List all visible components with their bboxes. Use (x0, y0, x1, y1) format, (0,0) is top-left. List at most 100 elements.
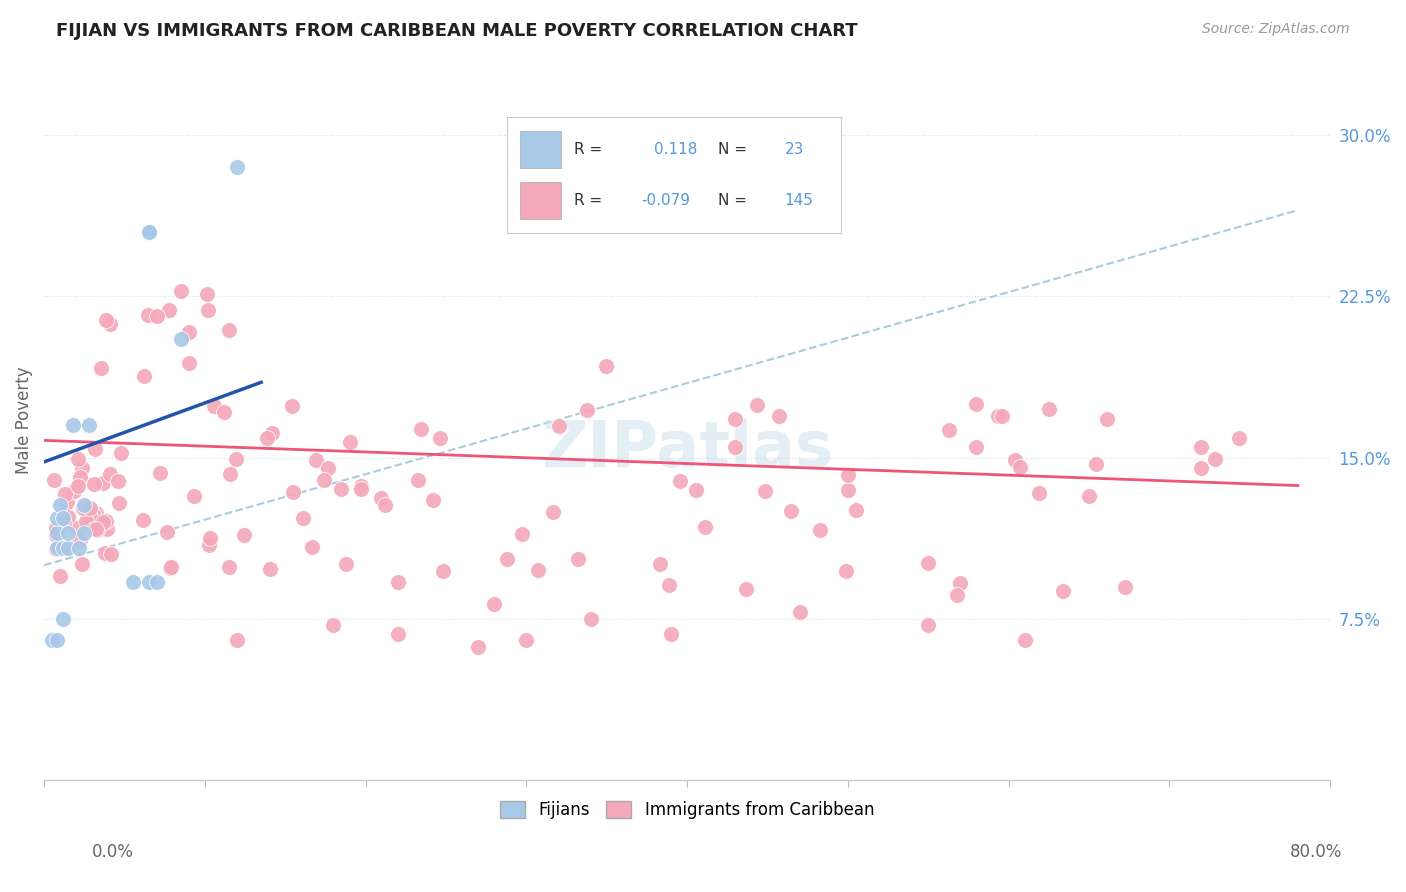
Point (322, 618, 344, 632)
Point (70, 557, 93, 571)
Point (576, 403, 599, 417)
Point (844, 503, 866, 517)
Point (138, 225, 160, 239)
Point (312, 473, 335, 487)
Point (94, 312, 117, 326)
Point (46, 633, 69, 648)
Point (754, 483, 776, 498)
Point (52, 541, 75, 555)
Point (198, 532, 221, 546)
Point (1095, 412, 1118, 426)
Point (734, 582, 756, 596)
Point (429, 431, 451, 445)
Point (1004, 452, 1026, 467)
Point (159, 560, 181, 574)
Point (837, 467, 859, 482)
Point (77, 418, 100, 433)
Point (42, 473, 65, 487)
Point (100, 547, 122, 561)
Point (1204, 451, 1226, 466)
Point (69, 533, 91, 548)
Point (45, 542, 67, 557)
Point (84, 506, 107, 520)
Point (52, 511, 75, 525)
Point (58, 541, 80, 555)
Point (510, 527, 533, 541)
Point (170, 284, 193, 298)
Point (808, 524, 831, 538)
Point (177, 356, 200, 370)
Point (67, 479, 90, 493)
Point (579, 612, 602, 626)
Point (301, 541, 323, 555)
Point (917, 618, 939, 632)
Point (946, 589, 969, 603)
Point (183, 490, 205, 504)
Point (330, 482, 353, 496)
Point (648, 557, 671, 571)
Point (159, 303, 181, 318)
Point (789, 606, 811, 620)
Point (259, 562, 281, 576)
Point (107, 475, 129, 489)
Point (218, 323, 240, 337)
Point (79, 501, 101, 516)
Point (58, 509, 80, 524)
Point (1227, 431, 1250, 445)
Point (62, 418, 84, 433)
Point (1010, 460, 1032, 475)
Point (256, 431, 278, 445)
Point (226, 633, 249, 648)
Point (91, 476, 114, 491)
Point (527, 563, 550, 577)
Point (110, 446, 132, 460)
Point (136, 308, 159, 322)
Point (339, 434, 361, 449)
Point (1085, 457, 1108, 471)
Point (132, 368, 155, 383)
Point (350, 482, 373, 496)
Point (146, 309, 169, 323)
Point (938, 423, 960, 437)
Text: FIJIAN VS IMMIGRANTS FROM CARIBBEAN MALE POVERTY CORRELATION CHART: FIJIAN VS IMMIGRANTS FROM CARIBBEAN MALE… (56, 22, 858, 40)
Point (84, 442, 107, 456)
Point (1028, 485, 1050, 500)
Point (1052, 584, 1074, 599)
Point (370, 491, 392, 505)
Point (41, 633, 63, 648)
Y-axis label: Male Poverty: Male Poverty (15, 366, 32, 474)
Text: Source: ZipAtlas.com: Source: ZipAtlas.com (1202, 22, 1350, 37)
Point (198, 538, 221, 552)
Point (917, 556, 939, 570)
Point (281, 399, 304, 413)
Point (226, 160, 249, 174)
Legend: Fijians, Immigrants from Caribbean: Fijians, Immigrants from Caribbean (494, 795, 882, 826)
Point (62, 484, 84, 499)
Point (1078, 489, 1101, 503)
Point (659, 627, 682, 641)
Point (83, 477, 105, 491)
Point (965, 440, 987, 454)
Point (837, 483, 859, 497)
Point (46, 541, 69, 555)
Point (316, 461, 339, 475)
Point (170, 332, 193, 346)
Point (780, 503, 803, 517)
Point (132, 513, 155, 527)
Point (197, 302, 219, 317)
Point (1014, 633, 1036, 648)
Point (138, 575, 160, 590)
Point (693, 520, 716, 534)
Point (72, 460, 94, 475)
Point (98, 317, 121, 331)
Point (305, 453, 328, 467)
Point (335, 557, 357, 571)
Point (515, 633, 537, 648)
Point (747, 398, 769, 412)
Point (768, 409, 790, 423)
Point (987, 409, 1010, 424)
Point (156, 525, 179, 540)
Point (66, 521, 89, 535)
Point (406, 474, 429, 488)
Point (159, 560, 181, 574)
